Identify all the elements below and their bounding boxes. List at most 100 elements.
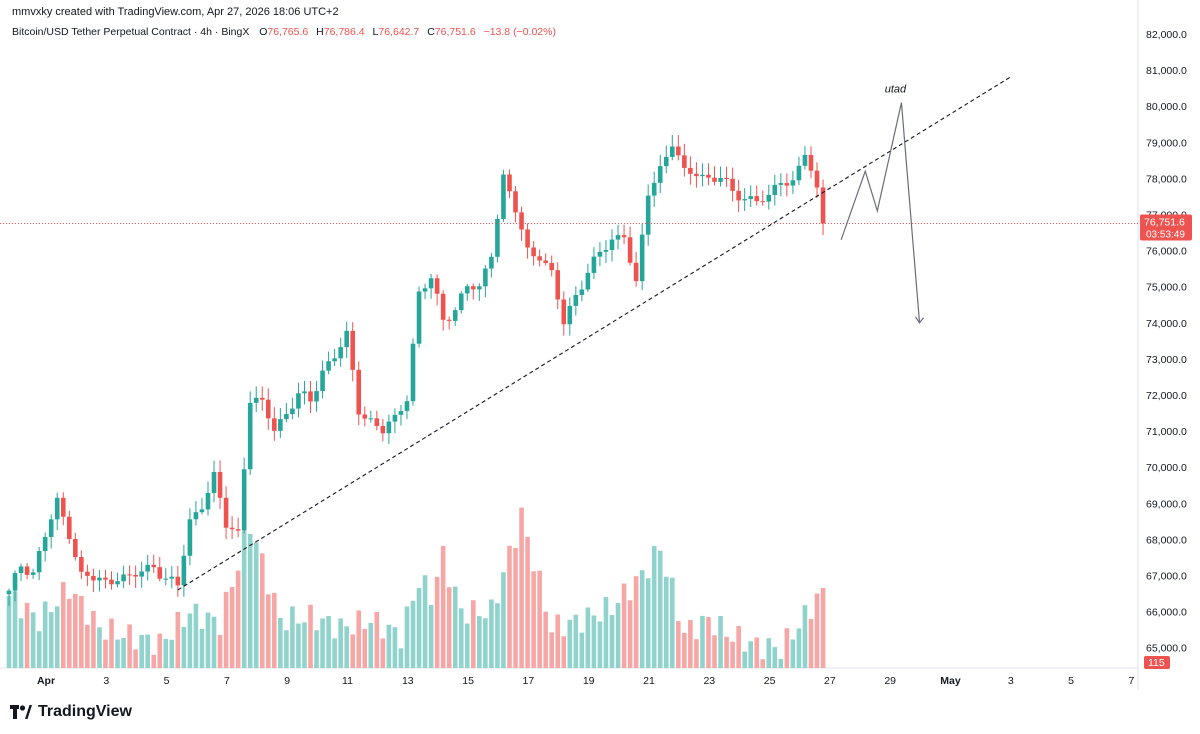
volume-bar bbox=[296, 623, 301, 668]
volume-bar bbox=[91, 610, 96, 668]
candle-body bbox=[639, 234, 645, 282]
candle-body bbox=[489, 256, 494, 269]
volume-bar bbox=[495, 603, 500, 668]
volume-bar bbox=[265, 594, 271, 668]
candle-body bbox=[464, 286, 470, 294]
candle-body bbox=[808, 154, 814, 171]
volume-bar bbox=[712, 635, 717, 668]
candle-body bbox=[736, 190, 741, 201]
x-tick-label: 7 bbox=[1128, 675, 1134, 687]
candle-body bbox=[115, 581, 120, 585]
volume-bar bbox=[597, 621, 603, 668]
candle-body bbox=[241, 469, 247, 531]
volume-bar bbox=[615, 603, 621, 668]
volume-bar bbox=[181, 626, 187, 668]
candle-body bbox=[151, 564, 157, 568]
brand-name: TradingView bbox=[38, 703, 132, 720]
y-tick-label: 70,000.0 bbox=[1146, 462, 1187, 474]
volume-bar bbox=[217, 635, 223, 668]
created-by-text: mmvxky created with TradingView.com, Apr… bbox=[12, 6, 339, 18]
volume-bar bbox=[808, 618, 814, 668]
candle-body bbox=[663, 156, 669, 167]
volume-bar bbox=[507, 545, 512, 668]
candle-body bbox=[326, 361, 331, 371]
volume-bar bbox=[235, 570, 241, 668]
candle-body bbox=[247, 402, 253, 470]
x-tick-label: 13 bbox=[402, 675, 414, 687]
volume-bar bbox=[157, 633, 163, 668]
candle-body bbox=[766, 194, 772, 202]
volume-bar bbox=[380, 638, 386, 668]
volume-bar bbox=[356, 610, 362, 668]
candle-body bbox=[193, 512, 199, 520]
candle-body bbox=[139, 571, 144, 577]
volume-bar bbox=[404, 606, 410, 668]
candle-body bbox=[350, 330, 356, 370]
volume-bar bbox=[151, 654, 157, 668]
volume-bar bbox=[772, 647, 778, 668]
candle-body bbox=[495, 219, 500, 257]
candle-body bbox=[374, 418, 380, 427]
volume-bar bbox=[561, 636, 567, 668]
candle-body bbox=[573, 294, 579, 306]
candle-body bbox=[85, 571, 90, 576]
y-tick-label: 69,000.0 bbox=[1146, 498, 1187, 510]
candle-body bbox=[694, 173, 699, 177]
x-tick-label: 17 bbox=[523, 675, 535, 687]
candle-body bbox=[645, 195, 651, 235]
symbol-title[interactable]: Bitcoin/USD Tether Perpetual Contract · … bbox=[12, 26, 250, 38]
volume-bar bbox=[537, 570, 542, 668]
volume-bar bbox=[742, 651, 747, 668]
volume-bar bbox=[718, 615, 723, 668]
candle-body bbox=[265, 399, 271, 419]
candle-body bbox=[12, 573, 18, 591]
candle-body bbox=[121, 574, 126, 582]
candle-body bbox=[428, 278, 434, 289]
x-tick-label: 3 bbox=[103, 675, 109, 687]
volume-bar bbox=[253, 542, 259, 668]
volume-bar bbox=[18, 618, 24, 668]
volume-bar bbox=[392, 627, 398, 668]
x-tick-label: 23 bbox=[703, 675, 715, 687]
volume-bar bbox=[139, 634, 144, 668]
volume-bar bbox=[85, 624, 90, 668]
candle-body bbox=[483, 268, 488, 287]
volume-bar bbox=[109, 618, 114, 668]
candle-body bbox=[633, 262, 639, 282]
volume-bar bbox=[326, 616, 331, 668]
candle-body bbox=[157, 567, 163, 579]
tradingview-logo[interactable]: TradingView bbox=[10, 703, 132, 721]
candle-body bbox=[60, 497, 66, 517]
candle-body bbox=[344, 330, 349, 348]
candle-body bbox=[802, 154, 808, 166]
candle-body bbox=[217, 471, 223, 498]
candle-body bbox=[609, 239, 615, 250]
volume-bar bbox=[639, 570, 645, 668]
candle-body bbox=[187, 519, 193, 556]
volume-bar bbox=[350, 634, 356, 668]
x-tick-label: 11 bbox=[342, 675, 353, 687]
x-tick-label: 5 bbox=[164, 675, 170, 687]
candle-body bbox=[531, 247, 536, 257]
volume-bar bbox=[133, 649, 138, 668]
volume-bar bbox=[633, 576, 639, 668]
candle-body bbox=[796, 165, 802, 181]
volume-bar bbox=[525, 536, 530, 668]
volume-bar bbox=[6, 596, 12, 668]
candle-body bbox=[434, 278, 440, 294]
candle-body bbox=[471, 286, 476, 290]
candle-body bbox=[422, 288, 428, 292]
candle-body bbox=[615, 235, 621, 240]
volume-bar bbox=[452, 586, 458, 668]
last-price-tag bbox=[1140, 214, 1192, 241]
candle-body bbox=[519, 212, 524, 230]
candle-body bbox=[332, 358, 337, 362]
candle-body bbox=[54, 497, 60, 520]
volume-bar bbox=[688, 619, 693, 668]
candle-body bbox=[458, 293, 464, 311]
volume-bar bbox=[368, 622, 374, 668]
close-label: C bbox=[427, 26, 435, 38]
candle-body bbox=[477, 286, 482, 290]
y-tick-label: 76,000.0 bbox=[1146, 246, 1187, 258]
